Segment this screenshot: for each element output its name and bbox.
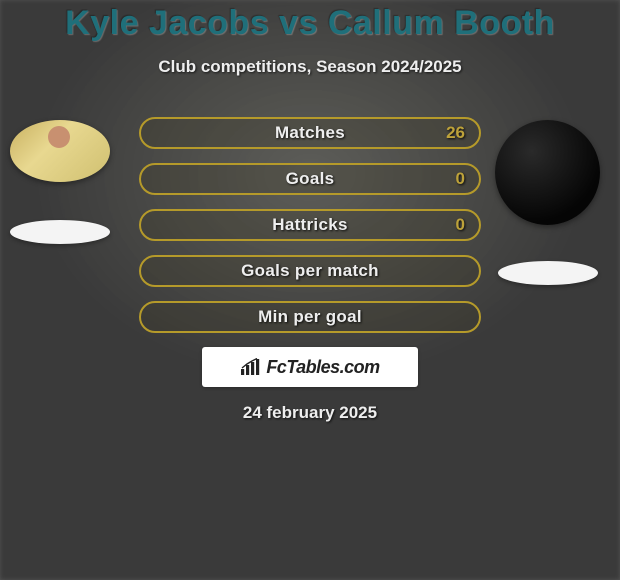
stat-row-hattricks: Hattricks 0 bbox=[139, 209, 481, 241]
stat-label: Matches bbox=[275, 123, 345, 143]
bar-chart-icon bbox=[240, 358, 262, 376]
player-right bbox=[495, 120, 600, 285]
stat-right-value: 0 bbox=[456, 169, 465, 189]
stat-row-goals: Goals 0 bbox=[139, 163, 481, 195]
stat-label: Hattricks bbox=[272, 215, 347, 235]
stat-label: Goals bbox=[286, 169, 335, 189]
stat-right-value: 0 bbox=[456, 215, 465, 235]
brand-text: FcTables.com bbox=[266, 357, 379, 378]
stat-label: Goals per match bbox=[241, 261, 379, 281]
player-right-stand bbox=[498, 261, 598, 285]
stat-label: Min per goal bbox=[258, 307, 362, 327]
stat-row-matches: Matches 26 bbox=[139, 117, 481, 149]
player-left bbox=[10, 120, 110, 244]
page-title: Kyle Jacobs vs Callum Booth bbox=[0, 4, 620, 43]
stats-list: Matches 26 Goals 0 Hattricks 0 Goals per… bbox=[139, 117, 481, 333]
brand-badge: FcTables.com bbox=[202, 347, 418, 387]
player-right-avatar bbox=[495, 120, 600, 225]
stat-row-min-per-goal: Min per goal bbox=[139, 301, 481, 333]
subtitle: Club competitions, Season 2024/2025 bbox=[0, 57, 620, 77]
player-left-avatar bbox=[10, 120, 110, 182]
stat-right-value: 26 bbox=[446, 123, 465, 143]
stat-row-goals-per-match: Goals per match bbox=[139, 255, 481, 287]
player-left-stand bbox=[10, 220, 110, 244]
infographic-content: Kyle Jacobs vs Callum Booth Club competi… bbox=[0, 0, 620, 423]
date-text: 24 february 2025 bbox=[0, 403, 620, 423]
